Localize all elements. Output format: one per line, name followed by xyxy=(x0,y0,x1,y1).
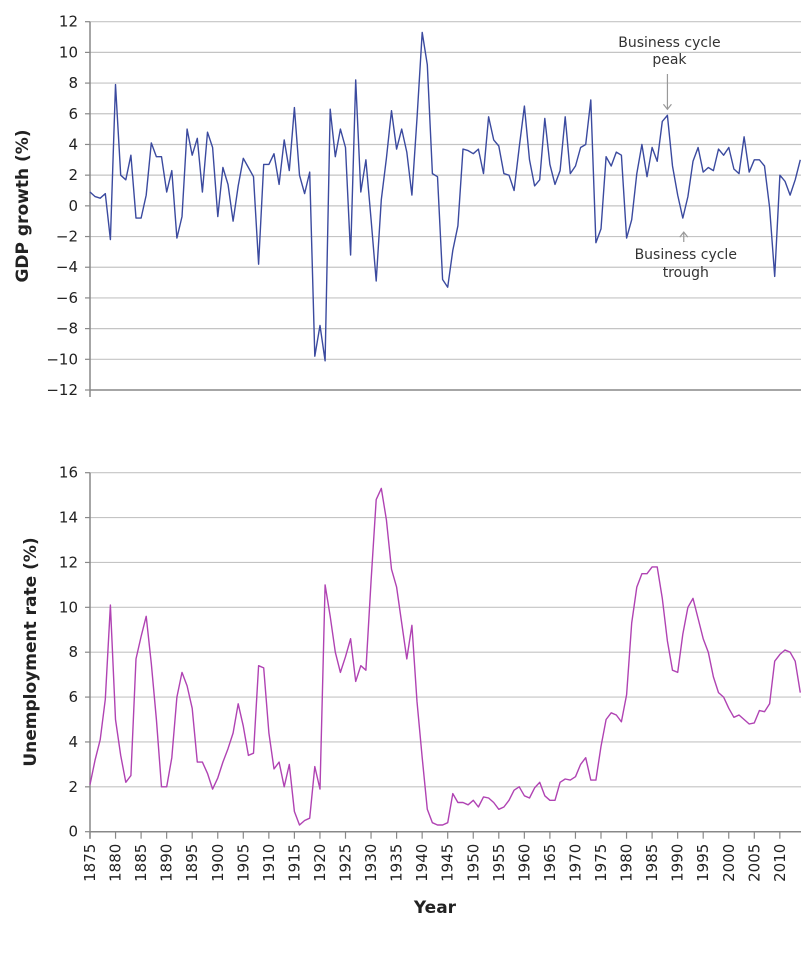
x-tick-label: 1945 xyxy=(439,844,457,882)
x-tick-label: 1970 xyxy=(566,844,584,882)
x-tick-label: 1955 xyxy=(490,844,508,882)
annotation-trough-label: Business cycle xyxy=(635,247,737,263)
unemployment-series-line xyxy=(89,487,801,826)
x-tick-label: 2005 xyxy=(745,844,763,882)
x-tick-label: 1985 xyxy=(643,844,661,882)
gdp-y-tick-label: −6 xyxy=(56,289,78,307)
x-tick-label: 1880 xyxy=(107,844,125,882)
gdp-series-line xyxy=(89,31,801,362)
x-tick-label: 1885 xyxy=(132,844,150,882)
x-tick-label: 1940 xyxy=(413,844,431,882)
x-tick-label: 1910 xyxy=(260,844,278,882)
arrow-head-icon xyxy=(662,103,672,111)
gdp-y-tick-label: −2 xyxy=(56,228,78,246)
x-tick-label: 1975 xyxy=(592,844,610,882)
unemployment-y-tick-label: 2 xyxy=(68,778,78,796)
gdp-y-tick-label: 12 xyxy=(59,13,78,31)
x-tick-label: 1980 xyxy=(618,844,636,882)
unemployment-y-tick-label: 14 xyxy=(59,509,78,527)
annotation-peak-label: Business cycle xyxy=(618,35,720,51)
x-tick-label: 1960 xyxy=(515,844,533,882)
x-tick-label: 2000 xyxy=(720,844,738,882)
x-tick-label: 1965 xyxy=(541,844,559,882)
x-tick-label: 1900 xyxy=(209,844,227,882)
unemployment-y-tick-label: 16 xyxy=(59,464,78,482)
gdp-y-tick-label: 4 xyxy=(68,135,78,153)
gdp-y-axis-label: GDP growth (%) xyxy=(13,129,33,282)
unemployment-y-axis-label: Unemployment rate (%) xyxy=(21,537,41,766)
gdp-y-tick-label: 0 xyxy=(68,197,78,215)
x-tick-label: 1890 xyxy=(158,844,176,882)
gdp-y-tick-label: −8 xyxy=(56,320,78,338)
x-tick-label: 1990 xyxy=(669,844,687,882)
x-tick-label: 1875 xyxy=(81,844,99,882)
x-tick-label: 1920 xyxy=(311,844,329,882)
gdp-y-tick-label: 8 xyxy=(68,74,78,92)
x-tick-label: 1895 xyxy=(183,844,201,882)
x-tick-label: 1915 xyxy=(285,844,303,882)
gdp-y-tick-label: −10 xyxy=(46,350,78,368)
unemployment-y-tick-label: 8 xyxy=(68,643,78,661)
x-tick-label: 1905 xyxy=(234,844,252,882)
x-tick-label: 2010 xyxy=(771,844,789,882)
gdp-y-tick-label: 10 xyxy=(59,43,78,61)
x-tick-label: 1950 xyxy=(464,844,482,882)
x-tick-label: 1995 xyxy=(694,844,712,882)
annotation-trough-label: trough xyxy=(663,265,709,281)
gdp-y-tick-label: −4 xyxy=(56,258,78,276)
unemployment-y-tick-label: 6 xyxy=(68,688,78,706)
unemployment-y-tick-label: 4 xyxy=(68,733,78,751)
unemployment-y-tick-label: 0 xyxy=(68,823,78,841)
unemployment-y-tick-label: 12 xyxy=(59,553,78,571)
gdp-y-tick-label: −12 xyxy=(46,381,78,399)
x-tick-label: 1930 xyxy=(362,844,380,882)
unemployment-y-tick-label: 10 xyxy=(59,598,78,616)
arrow-head-icon xyxy=(679,231,689,238)
gdp-y-tick-label: 2 xyxy=(68,166,78,184)
x-axis-label: Year xyxy=(413,898,457,918)
gdp-y-tick-label: 6 xyxy=(68,105,78,123)
x-tick-label: 1935 xyxy=(388,844,406,882)
x-tick-label: 1925 xyxy=(337,844,355,882)
annotation-peak-label: peak xyxy=(652,52,687,68)
